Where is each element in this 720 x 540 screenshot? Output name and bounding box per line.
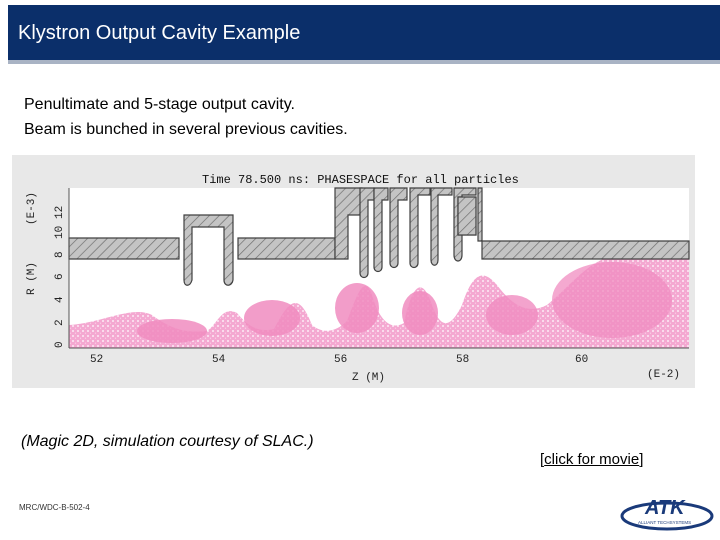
x-tick: 56 (334, 354, 347, 366)
y-axis-label: R (M) (26, 262, 38, 295)
y-tick: 2 (54, 319, 66, 326)
logo-subtitle: ALLIANT TECHSYSTEMS (638, 520, 691, 525)
y-axis: R (M) (E-3) 0 2 4 6 8 10 12 (26, 188, 70, 348)
movie-link-container: [click for movie] (540, 451, 643, 468)
intro-line-2: Beam is bunched in several previous cavi… (24, 121, 348, 138)
y-tick: 6 (54, 273, 66, 280)
logo-wordmark: ATK (644, 497, 686, 519)
y-tick: 4 (54, 296, 66, 303)
beam-particles (69, 247, 689, 348)
atk-logo: ATK ALLIANT TECHSYSTEMS (620, 497, 714, 531)
bracket-close: ] (639, 451, 644, 468)
y-tick: 10 (54, 226, 66, 239)
y-tick: 0 (54, 341, 66, 348)
intro-text: Penultimate and 5-stage output cavity. B… (24, 92, 348, 142)
y-tick: 12 (54, 206, 66, 219)
x-tick: 52 (90, 354, 103, 366)
phasespace-plot: Time 78.500 ns: PHASESPACE for all parti… (12, 155, 695, 388)
y-axis-exponent: (E-3) (26, 192, 38, 225)
y-tick: 8 (54, 251, 66, 258)
movie-link[interactable]: click for movie (544, 451, 640, 468)
bracket-open: [ (540, 451, 545, 468)
x-axis: 52 54 56 58 60 Z (M) (E-2) (69, 347, 689, 384)
document-id: MRC/WDC-B-502-4 (19, 503, 90, 512)
x-axis-label: Z (M) (352, 372, 385, 384)
x-tick: 58 (456, 354, 469, 366)
x-axis-exponent: (E-2) (647, 369, 680, 381)
x-tick: 54 (212, 354, 226, 366)
title-underline (8, 60, 720, 64)
cavity-structure (68, 187, 690, 286)
title-bar: Klystron Output Cavity Example (8, 5, 720, 64)
caption: (Magic 2D, simulation courtesy of SLAC.) (21, 433, 314, 450)
x-tick: 60 (575, 354, 588, 366)
intro-line-1: Penultimate and 5-stage output cavity. (24, 96, 295, 113)
slide-title: Klystron Output Cavity Example (18, 22, 301, 44)
plot-header: Time 78.500 ns: PHASESPACE for all parti… (202, 173, 519, 187)
